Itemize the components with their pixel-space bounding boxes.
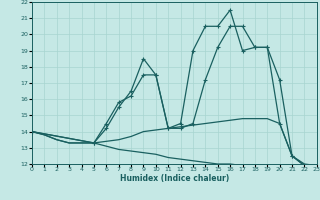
X-axis label: Humidex (Indice chaleur): Humidex (Indice chaleur)	[120, 174, 229, 183]
